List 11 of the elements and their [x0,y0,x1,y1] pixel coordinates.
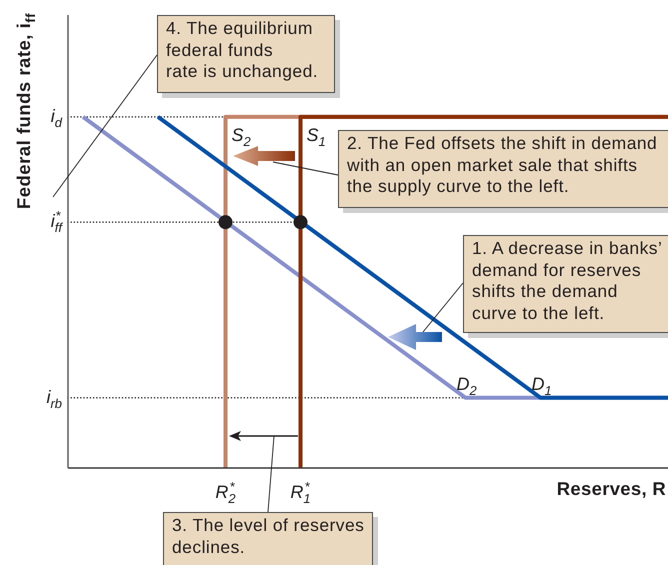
series-label: S$_{2}$ [232,124,252,148]
series-label: i$_{d}$ [50,106,63,130]
x-axis-title: Reserves, R [556,478,666,499]
annotation: 2. The Fed offsets the shift in demand with an open market sale that shifts the supply curve to the left. [347,133,658,198]
annotation: 4. The equilibrium federal funds rate is unchanged. [166,18,318,84]
text: 3. The level of reserves declines. [172,515,364,558]
series-label: i$_{rb}$ [46,386,62,410]
series-label: D$_{2}$ [456,374,478,398]
annotation: 1. A decrease in banks’ demand for reserves shifts the demand curve to the left. [472,238,662,325]
series-label: S$_{1}$ [306,124,326,148]
series-label: D$_{1}$ [532,374,552,398]
